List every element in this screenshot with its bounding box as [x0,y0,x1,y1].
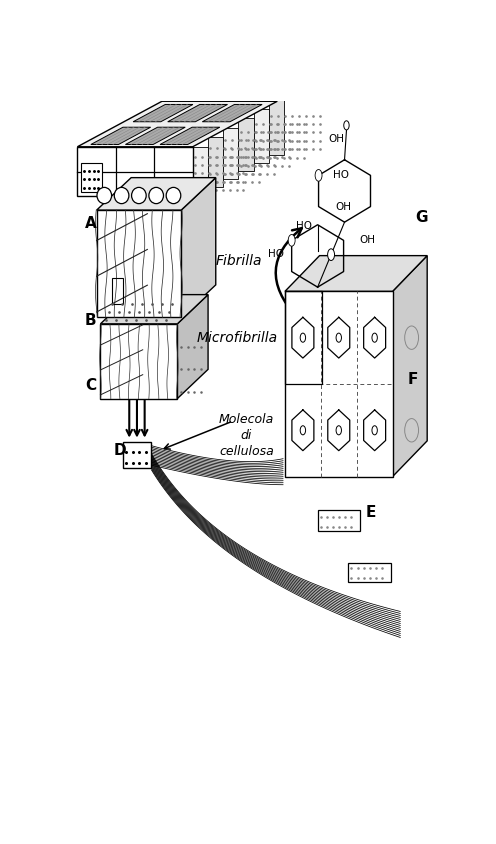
Text: HO: HO [333,170,349,181]
Polygon shape [77,101,277,147]
Polygon shape [269,100,284,154]
Polygon shape [285,291,393,477]
Text: Fibrilla: Fibrilla [216,253,262,268]
Text: D: D [114,443,126,458]
Circle shape [405,326,419,349]
Circle shape [344,121,349,130]
Circle shape [300,425,306,435]
Polygon shape [393,256,427,477]
Polygon shape [223,127,239,179]
Polygon shape [100,295,208,324]
Circle shape [405,419,419,442]
Text: OH: OH [359,235,375,246]
Ellipse shape [149,187,164,203]
Polygon shape [208,138,223,187]
Text: Microfibrilla: Microfibrilla [196,332,278,345]
Polygon shape [160,127,220,144]
Text: B: B [85,313,97,328]
Circle shape [288,235,295,246]
Bar [112,279,123,305]
Polygon shape [253,109,269,163]
Ellipse shape [97,187,112,203]
Text: C: C [85,378,96,393]
Circle shape [336,425,341,435]
Text: G: G [416,209,428,225]
Polygon shape [133,105,193,122]
Ellipse shape [131,187,146,203]
Text: OH: OH [336,202,352,212]
Bar [81,163,102,192]
Polygon shape [239,118,253,171]
Circle shape [315,170,322,181]
Text: HO: HO [296,220,311,230]
Text: F: F [408,372,418,387]
Polygon shape [125,127,185,144]
Circle shape [336,333,341,342]
Polygon shape [97,177,216,210]
Polygon shape [181,177,216,317]
Text: HO: HO [268,248,284,258]
Bar [285,291,322,384]
Polygon shape [202,105,262,122]
Polygon shape [100,324,178,398]
Circle shape [328,249,334,261]
Polygon shape [91,127,151,144]
Bar [348,563,391,582]
Polygon shape [97,210,181,317]
Circle shape [372,425,377,435]
Bar [123,442,151,468]
Circle shape [300,333,306,342]
Circle shape [372,333,377,342]
Polygon shape [192,147,208,196]
Polygon shape [168,105,228,122]
Polygon shape [178,295,208,398]
Ellipse shape [114,187,129,203]
Ellipse shape [166,187,181,203]
Text: A: A [85,216,97,231]
Polygon shape [285,256,427,291]
Text: E: E [366,506,376,520]
Text: Molecola
di
cellulosa: Molecola di cellulosa [219,414,274,458]
Bar [317,510,360,531]
Polygon shape [77,147,192,196]
Text: OH: OH [329,133,345,143]
